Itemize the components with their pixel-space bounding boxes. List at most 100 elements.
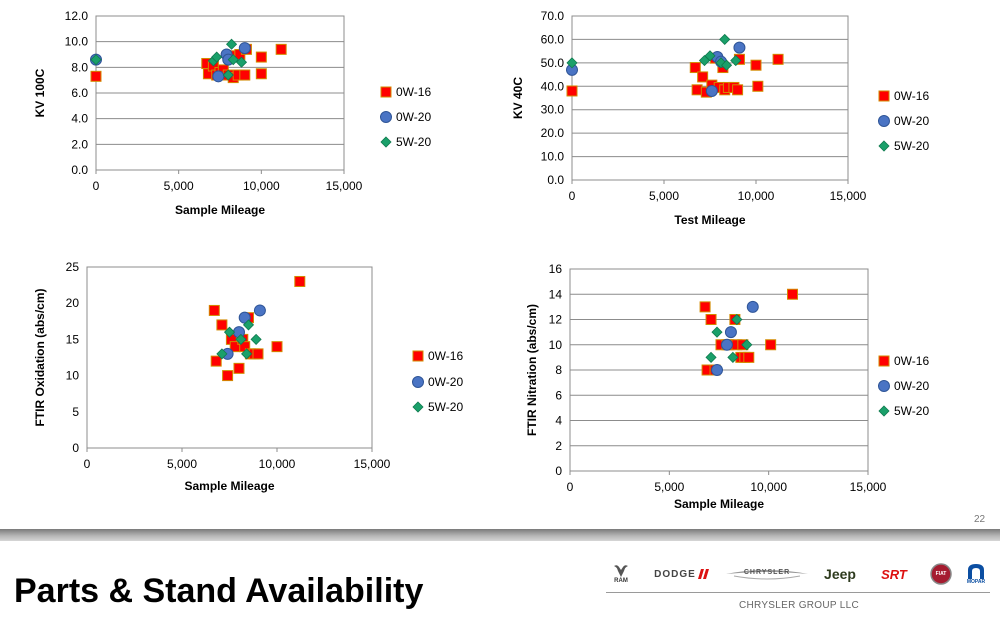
data-point <box>566 85 578 97</box>
y-tick-label: 12.0 <box>65 9 89 23</box>
data-point <box>705 314 717 325</box>
data-point <box>211 51 223 63</box>
legend-marker <box>380 86 392 98</box>
brand-logo-strip: RAM DODGE CHRYSLER Jeep SRT FIAT MOPAR <box>604 556 994 592</box>
y-tick-label: 60.0 <box>541 32 565 46</box>
legend-label: 0W-20 <box>396 110 431 124</box>
data-point <box>253 304 266 317</box>
data-point <box>242 319 255 331</box>
data-point <box>210 355 222 367</box>
y-tick-label: 40.0 <box>541 79 565 93</box>
legend-marker <box>412 401 424 413</box>
y-tick-label: 10 <box>549 338 563 352</box>
data-point <box>741 339 753 351</box>
data-point <box>226 38 238 50</box>
fiat-logo: FIAT <box>926 556 956 592</box>
x-tick-label: 0 <box>93 179 100 193</box>
y-axis-label: KV 40C <box>511 77 525 119</box>
y-tick-label: 14 <box>549 287 563 301</box>
data-point <box>704 50 716 62</box>
data-point <box>275 43 287 55</box>
data-point <box>90 54 102 66</box>
data-point <box>239 69 251 81</box>
data-point <box>216 348 228 360</box>
x-axis-label: Sample Mileage <box>175 203 265 217</box>
data-point <box>252 348 264 360</box>
footer-divider-bar <box>0 529 1000 541</box>
y-tick-label: 0 <box>72 441 79 455</box>
y-axis-label: FTIR Oxidation (abs/cm) <box>33 288 47 426</box>
data-point <box>235 333 247 345</box>
y-axis-label: KV 100C <box>33 68 47 117</box>
series-5w-20 <box>90 38 248 81</box>
legend-marker <box>878 140 890 152</box>
data-point <box>752 80 764 92</box>
y-tick-label: 10 <box>66 369 80 383</box>
x-tick-label: 5,000 <box>164 179 194 193</box>
corporate-name: CHRYSLER GROUP LLC <box>738 600 860 611</box>
data-point <box>765 339 777 351</box>
data-point <box>271 341 283 353</box>
x-axis-label: Test Mileage <box>674 213 745 227</box>
legend-marker <box>412 376 424 388</box>
data-point <box>222 370 234 382</box>
legend-marker <box>380 136 392 148</box>
x-tick-label: 10,000 <box>243 179 280 193</box>
y-tick-label: 70.0 <box>541 9 565 23</box>
chrysler-logo: CHRYSLER <box>724 556 810 592</box>
data-point <box>720 338 733 351</box>
legend-marker <box>878 380 890 392</box>
chart-ftir-nitration: 0 2 4 6 8 10 12 14 16 0 5,000 10,000 15,000 Sample Mi… <box>525 262 929 511</box>
series-0w-16 <box>90 43 287 84</box>
y-tick-label: 6.0 <box>71 86 88 100</box>
legend-label: 5W-20 <box>428 400 463 414</box>
x-tick-label: 5,000 <box>167 457 197 471</box>
chart-ftir-oxidation: 0 5 10 15 20 25 0 5,000 10,000 15,000 Sample Milea… <box>33 260 463 493</box>
data-point <box>732 84 744 96</box>
data-point <box>250 333 262 345</box>
y-axis-label: FTIR Nitration (abs/cm) <box>525 304 539 436</box>
data-point <box>772 53 784 65</box>
y-tick-label: 4.0 <box>71 112 88 126</box>
data-point <box>711 326 723 338</box>
legend-label: 0W-20 <box>894 114 929 128</box>
series-5w-20 <box>216 319 262 360</box>
data-point <box>750 59 762 71</box>
brand-underline <box>606 592 990 593</box>
data-point <box>691 84 703 96</box>
y-tick-label: 25 <box>66 260 80 274</box>
data-point <box>212 70 225 83</box>
dodge-logo: DODGE <box>644 556 720 592</box>
y-tick-label: 5 <box>72 405 79 419</box>
x-tick-label: 15,000 <box>354 457 391 471</box>
legend-marker <box>878 405 890 417</box>
data-point <box>724 326 737 339</box>
y-tick-label: 50.0 <box>541 56 565 70</box>
data-point <box>705 351 717 363</box>
x-axis-label: Sample Mileage <box>674 497 764 511</box>
legend-label: 0W-16 <box>894 89 929 103</box>
legend-label: 5W-20 <box>396 135 431 149</box>
data-point <box>719 33 731 45</box>
legend-label: 0W-16 <box>428 349 463 363</box>
data-point <box>233 362 245 374</box>
plot-area-frame <box>571 15 849 181</box>
data-point <box>241 348 253 360</box>
series-5w-20 <box>566 33 742 71</box>
y-tick-label: 6 <box>555 388 562 402</box>
data-point <box>733 41 746 54</box>
data-point <box>208 304 220 316</box>
data-point <box>746 300 759 313</box>
x-tick-label: 10,000 <box>738 189 775 203</box>
legend-label: 0W-16 <box>396 85 431 99</box>
ram-logo: RAM <box>604 556 638 592</box>
x-axis-label: Sample Mileage <box>184 479 274 493</box>
data-point <box>689 62 701 74</box>
series-0w-20 <box>711 300 759 376</box>
y-tick-label: 0 <box>555 464 562 478</box>
data-point <box>727 351 739 363</box>
data-point <box>227 54 239 66</box>
series-0w-16 <box>208 275 306 382</box>
x-tick-label: 5,000 <box>649 189 679 203</box>
legend-marker <box>878 355 890 367</box>
